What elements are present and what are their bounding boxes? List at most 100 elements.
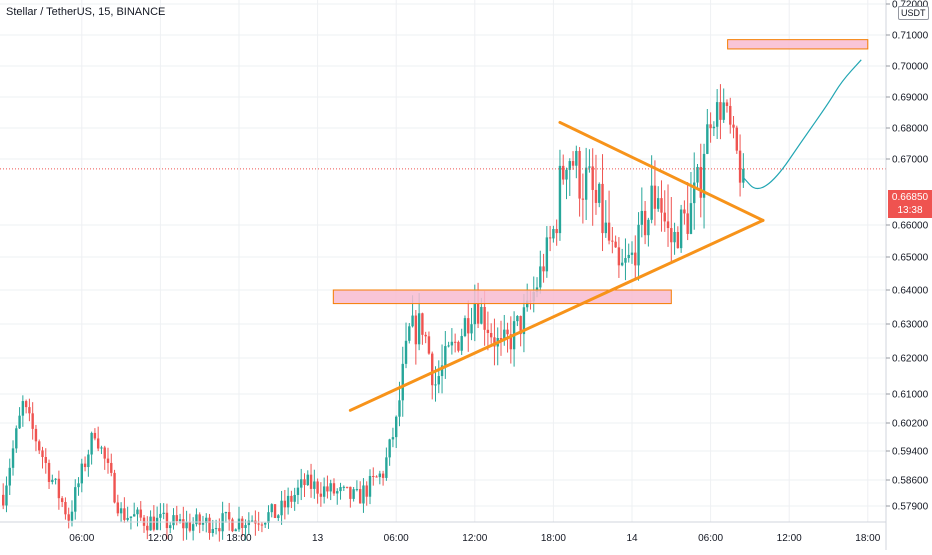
candle-countdown: 13:38 [897, 205, 923, 216]
candle-body [548, 237, 552, 239]
currency-unit-badge[interactable]: USDT [898, 6, 929, 20]
candle-body [660, 198, 663, 213]
candle-body [218, 528, 221, 532]
candle-body [729, 105, 732, 125]
candle-body [679, 209, 683, 249]
time-tick-label: 06:00 [384, 533, 409, 544]
candle-body [336, 491, 339, 494]
candle-body [277, 515, 280, 518]
candle-body [693, 182, 696, 204]
candle-body [172, 515, 175, 526]
candle-body [159, 513, 162, 518]
candle-body [205, 517, 208, 523]
price-tick-label: 0.58600 [892, 476, 929, 487]
candle-body [408, 326, 411, 341]
candle-body [738, 150, 742, 183]
candle-body [123, 508, 126, 520]
time-tick-label: 13 [312, 533, 324, 544]
price-tick-label: 0.69000 [892, 93, 929, 104]
candle-body [486, 329, 490, 334]
candle-body [313, 481, 316, 489]
candle-body [250, 520, 254, 522]
candle-body [460, 336, 463, 351]
current-price-label: 0.66850 [891, 192, 929, 203]
candle-body [169, 525, 172, 529]
support-zone-rect[interactable] [332, 289, 672, 305]
candle-body [264, 522, 267, 525]
projection-curve[interactable] [742, 59, 862, 190]
candle-body [699, 166, 702, 198]
candle-body [637, 224, 640, 266]
candle-body [519, 316, 522, 335]
candle-body [211, 529, 214, 534]
candle-body [647, 219, 650, 236]
candle-body [643, 210, 647, 236]
candle-body [607, 222, 611, 241]
candle-body [198, 514, 201, 525]
candle-body [411, 315, 414, 327]
time-axis[interactable]: 06:00 12:00 18:00 13 06:00 12:00 18:00 14 06:00 1… [0, 521, 932, 544]
candle-body [689, 203, 693, 234]
candle-body [598, 183, 601, 203]
candle-body [155, 517, 159, 530]
candle-body [401, 363, 404, 401]
candle-body [244, 525, 247, 529]
candle-body [627, 254, 630, 259]
candle-body [80, 463, 83, 484]
candle-body [2, 494, 5, 506]
candle-body [201, 522, 205, 525]
candle-body [146, 525, 149, 531]
candle-body [280, 500, 283, 516]
target-zone-rect[interactable] [727, 39, 869, 50]
candle-body [44, 457, 47, 463]
candle-body [634, 252, 637, 266]
candle-body [116, 502, 120, 514]
candle-body [106, 458, 110, 463]
candle-body [349, 486, 352, 499]
time-tick-label: 18:00 [541, 533, 566, 544]
candle-body [742, 168, 745, 183]
candle-body [365, 485, 368, 497]
candle-body [522, 307, 526, 335]
candle-body [381, 473, 385, 478]
candle-body [440, 365, 444, 377]
candle-body [604, 222, 607, 234]
candle-body [316, 481, 319, 494]
price-tick-label: 0.60200 [892, 419, 929, 430]
ascending-trendline[interactable] [348, 218, 765, 412]
candle-body [237, 518, 241, 530]
candle-body [444, 346, 447, 366]
candle-body [110, 462, 113, 473]
time-tick-label: 12:00 [148, 533, 173, 544]
candle-body [96, 438, 100, 449]
candle-body [666, 221, 670, 229]
candle-body [67, 514, 70, 521]
candle-body [391, 437, 395, 440]
candle-body [306, 474, 309, 486]
price-tick-label: 0.71000 [892, 31, 929, 42]
candle-body [195, 514, 198, 525]
candle-body [149, 516, 152, 531]
price-tick-label: 0.63000 [892, 320, 929, 331]
candle-body [565, 169, 568, 180]
descending-trendline[interactable] [558, 120, 765, 222]
price-axis[interactable]: 0.72000 0.71000 0.70000 0.69000 0.68000 0.670… [885, 0, 929, 550]
candle-body [24, 401, 28, 408]
candle-body [686, 213, 689, 234]
candle-body [322, 486, 326, 497]
candle-body [74, 487, 77, 512]
candle-body [516, 316, 519, 322]
candle-body [103, 447, 106, 459]
candle-body [368, 476, 372, 497]
drawings[interactable] [0, 39, 886, 412]
candle-body [437, 376, 440, 385]
price-tick-label: 0.61000 [892, 390, 929, 401]
price-tick-label: 0.62000 [892, 354, 929, 365]
candle-body [620, 262, 624, 266]
candle-body [129, 516, 133, 518]
candle-body [431, 353, 434, 386]
candle-body [136, 509, 139, 515]
candle-body [119, 508, 123, 514]
